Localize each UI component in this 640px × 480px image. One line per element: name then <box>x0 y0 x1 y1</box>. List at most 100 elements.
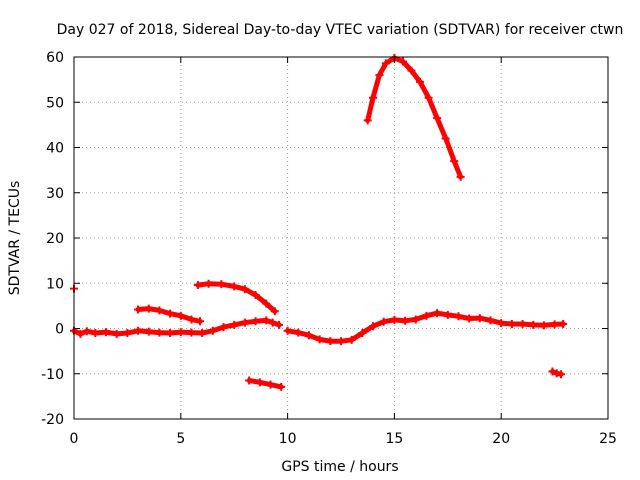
data-point <box>550 320 559 329</box>
axis-ticks <box>73 56 609 420</box>
grid <box>74 57 608 419</box>
y-tick-label: -20 <box>41 412 64 428</box>
data-point <box>347 335 356 344</box>
data-point <box>251 291 260 300</box>
series-arc-negative-mid <box>245 376 286 391</box>
series-arc-peak <box>363 53 465 181</box>
data-point <box>123 329 132 338</box>
data-point <box>196 317 205 326</box>
series-band <box>71 317 282 337</box>
data-point <box>193 281 202 290</box>
y-axis-label: SDTVAR / TECUs <box>7 181 23 296</box>
y-tick-label: 50 <box>46 95 64 111</box>
data-point <box>407 66 416 75</box>
data-point <box>486 316 495 325</box>
data-point <box>166 329 175 338</box>
data-point <box>433 309 442 318</box>
data-point <box>518 319 527 328</box>
data-point <box>401 316 410 325</box>
data-point <box>144 327 153 336</box>
data-point <box>507 319 516 328</box>
data-point <box>155 328 164 337</box>
series-arc-upper-left <box>134 304 205 326</box>
data-point <box>91 329 100 338</box>
data-point <box>187 328 196 337</box>
data-point <box>369 93 378 102</box>
data-point <box>441 134 450 143</box>
x-tick-label: 15 <box>385 431 403 447</box>
series-arc-baseline-1 <box>70 316 284 338</box>
x-axis-label: GPS time / hours <box>281 459 398 475</box>
y-tick-label: 10 <box>46 276 64 292</box>
data-point <box>358 329 367 338</box>
data-layer <box>70 53 568 391</box>
data-point <box>559 319 568 328</box>
data-point <box>450 157 459 166</box>
data-point <box>411 315 420 324</box>
data-point <box>134 326 143 335</box>
data-point <box>230 320 239 329</box>
x-tick-label: 5 <box>176 431 185 447</box>
data-point <box>217 280 226 289</box>
data-point <box>422 311 431 320</box>
data-point <box>465 314 474 323</box>
data-point <box>255 378 264 387</box>
data-point <box>262 316 271 325</box>
data-point <box>275 320 284 329</box>
data-point <box>539 321 548 330</box>
data-point <box>266 380 275 389</box>
y-tick-label: 30 <box>46 186 64 202</box>
y-tick-label: -10 <box>41 367 64 383</box>
data-point <box>198 329 207 338</box>
data-point <box>283 326 292 335</box>
data-point <box>155 306 164 315</box>
data-point <box>398 57 407 66</box>
x-tick-label: 20 <box>492 431 510 447</box>
series-arc-plateau <box>193 279 279 316</box>
y-tick-label: 0 <box>55 322 64 338</box>
data-point <box>112 329 121 338</box>
series-arc-late-negative <box>548 367 566 379</box>
data-point <box>230 282 239 291</box>
data-point <box>390 315 399 324</box>
data-point <box>187 315 196 324</box>
chart-title: Day 027 of 2018, Sidereal Day-to-day VTE… <box>57 22 624 38</box>
x-tick-label: 10 <box>279 431 297 447</box>
data-point <box>262 299 271 308</box>
data-point <box>424 93 433 102</box>
data-point <box>497 319 506 328</box>
data-point <box>557 370 566 379</box>
data-point <box>219 323 228 332</box>
x-tick-label: 0 <box>70 431 79 447</box>
data-point <box>548 367 557 376</box>
data-point <box>369 322 378 331</box>
data-point <box>381 59 390 68</box>
data-point <box>304 331 313 340</box>
data-point <box>375 71 384 80</box>
data-point <box>176 328 185 337</box>
x-tick-label: 25 <box>599 431 617 447</box>
data-point <box>251 317 260 326</box>
y-tick-label: 60 <box>46 50 64 66</box>
data-point <box>208 326 217 335</box>
data-point <box>433 114 442 123</box>
y-tick-label: 20 <box>46 231 64 247</box>
data-point <box>456 172 465 181</box>
y-tick-label: 40 <box>46 141 64 157</box>
data-point <box>76 329 85 338</box>
data-point <box>82 327 91 336</box>
data-point <box>529 320 538 329</box>
data-point <box>475 314 484 323</box>
data-point <box>454 312 463 321</box>
data-point <box>176 311 185 320</box>
data-point <box>102 328 111 337</box>
data-point <box>363 116 372 125</box>
data-point <box>144 304 153 313</box>
data-point <box>245 376 254 385</box>
data-point <box>326 337 335 346</box>
series-band <box>246 378 284 390</box>
data-point <box>416 77 425 86</box>
data-point <box>277 382 286 391</box>
data-point <box>204 279 213 288</box>
